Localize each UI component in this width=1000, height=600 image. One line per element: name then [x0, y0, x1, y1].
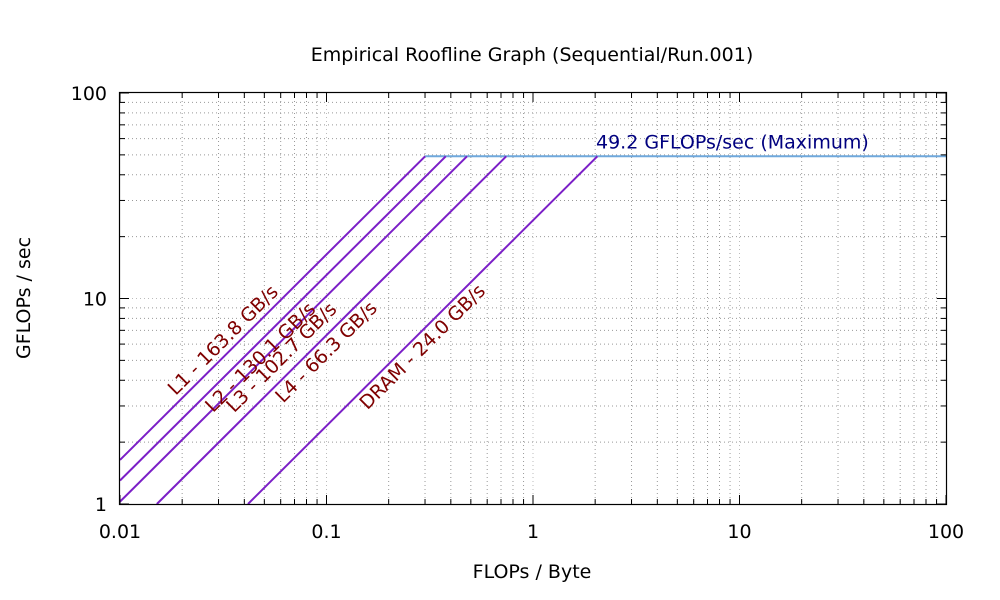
x-axis-label: FLOPs / Byte — [473, 561, 592, 583]
compute-ceiling-label: 49.2 GFLOPs/sec (Maximum) — [596, 131, 869, 153]
axis-ticks: 0.01 0.1 1 10 100 1 10 100 — [71, 83, 964, 543]
roofline-labels: 49.2 GFLOPs/sec (Maximum)L1 - 163.8 GB/s… — [164, 131, 869, 417]
bandwidth-line — [119, 155, 468, 503]
bandwidth-label: DRAM - 24.0 GB/s — [355, 280, 489, 414]
y-tick-label: 1 — [95, 494, 107, 516]
x-tick-label: 10 — [727, 521, 751, 543]
bandwidth-line — [119, 155, 426, 461]
roofline-lines — [119, 155, 946, 505]
grid — [120, 93, 946, 504]
bandwidth-line — [156, 155, 507, 505]
chart-title: Empirical Roofline Graph (Sequential/Run… — [311, 44, 753, 66]
plot-frame — [118, 91, 948, 506]
bandwidth-line — [247, 155, 599, 505]
x-tick-label: 100 — [928, 521, 964, 543]
x-tick-label: 1 — [527, 521, 539, 543]
x-tick-label: 0.01 — [99, 521, 141, 543]
y-tick-label: 100 — [71, 83, 107, 105]
y-tick-label: 10 — [83, 289, 107, 311]
x-tick-label: 0.1 — [311, 521, 341, 543]
y-axis-label: GFLOPs / sec — [13, 237, 35, 359]
bandwidth-line — [119, 155, 447, 482]
